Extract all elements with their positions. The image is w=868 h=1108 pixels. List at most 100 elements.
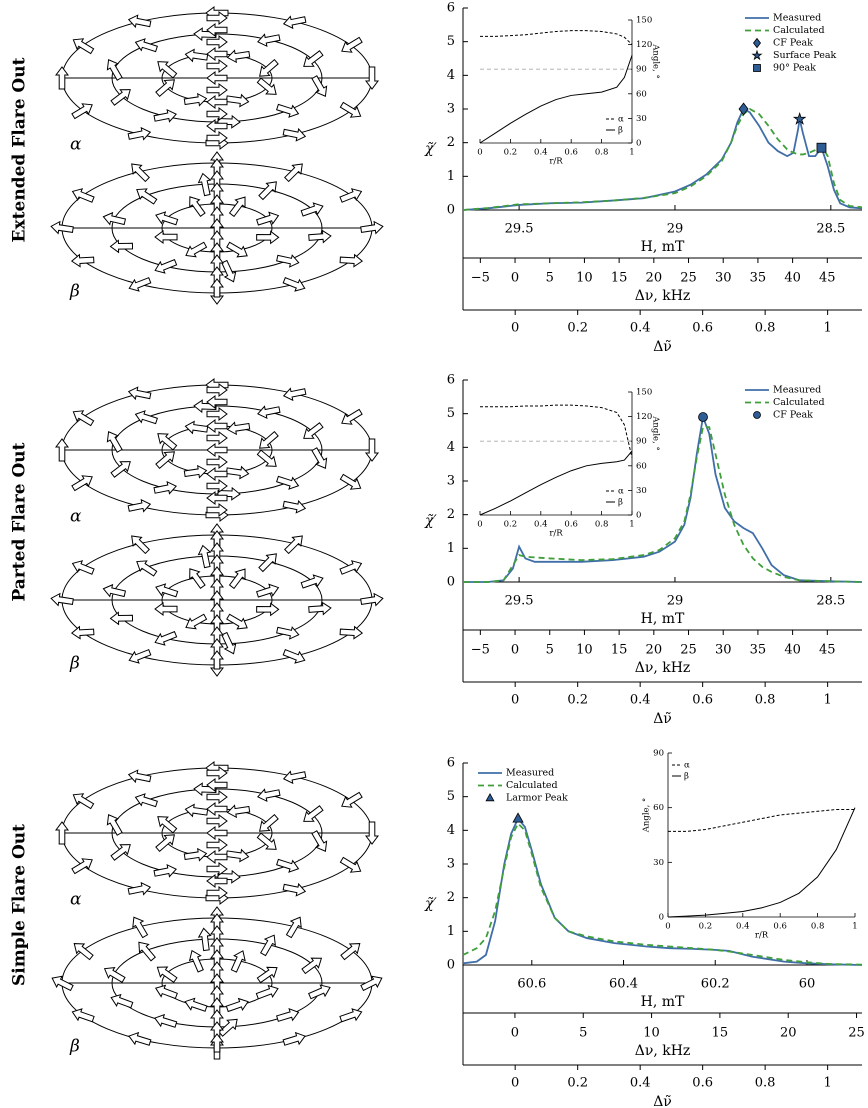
row-label: Extended Flare Out — [10, 57, 30, 242]
inset-y-label: Angle, ° — [651, 415, 661, 450]
orientation-arrow — [230, 950, 246, 973]
y-tick-label: 1 — [447, 169, 455, 184]
orientation-arrow — [55, 66, 69, 90]
orientation-arrow — [301, 957, 323, 975]
orientation-arrow — [210, 278, 224, 298]
orientation-arrow — [157, 433, 178, 451]
x-tick-label: 0.6 — [692, 321, 713, 336]
orientation-arrow — [228, 568, 246, 590]
orientation-arrow — [257, 33, 281, 48]
inset-x-tick-label: 0 — [477, 520, 482, 530]
inset-y-tick-label: 30 — [636, 114, 647, 124]
x-tick-label: 0.4 — [630, 693, 651, 708]
orientation-arrow — [226, 421, 251, 436]
data-line — [463, 413, 863, 583]
orientation-arrow — [128, 649, 152, 664]
x-tick-label: 0 — [511, 1026, 519, 1041]
orientation-arrow — [127, 386, 152, 401]
orientation-arrow — [276, 626, 300, 640]
orientation-arrow — [259, 430, 279, 449]
y-tick-label: 3 — [447, 474, 455, 489]
orientation-arrow — [206, 850, 228, 864]
orientation-arrow — [184, 997, 208, 1012]
orientation-arrow — [127, 769, 152, 784]
x-tick-label: 20 — [780, 1026, 797, 1041]
orientation-arrow — [339, 856, 362, 873]
orientation-arrow — [188, 949, 204, 973]
orientation-arrow — [206, 790, 228, 804]
y-tick-label: 3 — [447, 102, 455, 117]
orientation-arrow — [282, 1031, 306, 1046]
row-label: Simple Flare Out — [10, 824, 30, 986]
inset-y-tick-label: 90 — [636, 65, 647, 75]
data-line — [462, 816, 863, 966]
orientation-arrow — [206, 467, 228, 481]
orientation-arrow — [259, 813, 279, 832]
orientation-arrow — [183, 847, 208, 862]
x-axis-label: Δν, kHz — [635, 1043, 691, 1059]
inset-x-tick-label: 0 — [477, 148, 482, 158]
inset-x-tick-label: 0.6 — [564, 520, 578, 530]
orientation-arrow — [106, 431, 123, 453]
orientation-arrow — [132, 916, 149, 939]
orientation-arrow — [206, 766, 228, 780]
x-tick-label: 5 — [546, 271, 554, 286]
orientation-arrow — [284, 163, 303, 183]
x-tick-label: 28.5 — [816, 594, 845, 609]
x-tick-label: 15 — [611, 643, 628, 658]
inset-legend-label: β — [684, 772, 689, 782]
orientation-arrow — [226, 613, 248, 630]
orientation-arrow — [206, 826, 228, 840]
x-tick-label: 5 — [546, 643, 554, 658]
orientation-arrow — [155, 79, 175, 98]
orientation-arrow — [339, 253, 364, 268]
orientation-arrow — [154, 630, 178, 646]
orientation-arrow — [197, 544, 212, 569]
orientation-arrow — [340, 943, 361, 961]
x-tick-label: 0.4 — [630, 1076, 651, 1091]
x-tick-label: 0 — [511, 1076, 519, 1091]
inset-y-tick-label: 0 — [636, 511, 641, 521]
inset-y-tick-label: 150 — [636, 16, 652, 26]
orientation-arrow — [256, 832, 277, 850]
x-axis-label: Δν̃ — [653, 1094, 672, 1108]
x-tick-label: 25 — [848, 1026, 865, 1041]
inset-x-label: r/R — [755, 931, 769, 941]
orientation-arrow — [136, 188, 158, 205]
inset-line — [479, 55, 633, 144]
legend-label: CF Peak — [773, 38, 813, 49]
inset-x-tick-label: 1 — [629, 520, 634, 530]
inset-x-tick-label: 0.2 — [504, 148, 518, 158]
orientation-arrow — [183, 92, 208, 107]
orientation-arrow — [206, 383, 228, 397]
orientation-arrow — [206, 431, 228, 445]
orientation-arrow — [282, 127, 307, 142]
legend-symbol — [485, 792, 495, 802]
x-tick-label: 0 — [511, 643, 519, 658]
orientation-arrow — [154, 1013, 178, 1028]
diagram-label: β — [69, 282, 80, 302]
y-tick-label: 6 — [447, 373, 455, 388]
inset-y-tick-label: 60 — [636, 89, 647, 99]
orientation-diagram — [50, 523, 384, 677]
x-tick-label: 29.5 — [505, 594, 534, 609]
orientation-arrow — [225, 93, 250, 108]
x-tick-label: 30 — [715, 271, 732, 286]
orientation-arrow — [110, 461, 131, 478]
x-axis-label: H, mT — [641, 239, 685, 255]
y-tick-label: 4 — [447, 440, 455, 455]
orientation-arrow — [311, 830, 328, 852]
orientation-arrow — [360, 592, 384, 607]
x-tick-label: 0.8 — [755, 321, 776, 336]
x-tick-label: 10 — [576, 643, 593, 658]
orientation-arrow — [210, 650, 224, 670]
x-axis-label: H, mT — [641, 611, 685, 627]
orientation-arrow — [206, 71, 228, 85]
inset-y-tick-label: 30 — [653, 858, 664, 868]
orientation-arrow — [153, 480, 177, 495]
orientation-arrow — [70, 625, 95, 640]
orientation-arrow — [221, 259, 237, 283]
inset-y-label: Angle, ° — [642, 798, 652, 833]
